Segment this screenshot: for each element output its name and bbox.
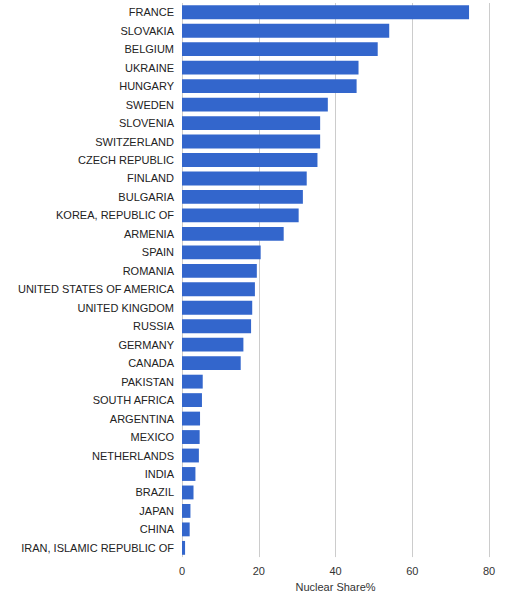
svg-text:BULGARIA: BULGARIA [118,191,174,203]
svg-text:SWEDEN: SWEDEN [126,99,174,111]
svg-text:ARMENIA: ARMENIA [124,228,175,240]
svg-text:UNITED KINGDOM: UNITED KINGDOM [77,302,174,314]
svg-text:JAPAN: JAPAN [139,505,174,517]
svg-text:BELGIUM: BELGIUM [124,43,174,55]
svg-text:GERMANY: GERMANY [118,339,174,351]
svg-text:KOREA, REPUBLIC OF: KOREA, REPUBLIC OF [56,209,174,221]
svg-text:CANADA: CANADA [128,357,175,369]
svg-text:CZECH REPUBLIC: CZECH REPUBLIC [78,154,174,166]
svg-text:NETHERLANDS: NETHERLANDS [92,450,174,462]
svg-text:PAKISTAN: PAKISTAN [121,376,174,388]
svg-text:UKRAINE: UKRAINE [125,62,174,74]
svg-text:SPAIN: SPAIN [142,246,174,258]
svg-text:FRANCE: FRANCE [129,6,174,18]
svg-text:20: 20 [253,565,265,577]
svg-text:80: 80 [483,565,495,577]
svg-text:ARGENTINA: ARGENTINA [110,413,175,425]
svg-text:CHINA: CHINA [140,523,175,535]
svg-text:BRAZIL: BRAZIL [135,486,174,498]
svg-text:SLOVAKIA: SLOVAKIA [120,25,174,37]
svg-text:FINLAND: FINLAND [127,172,174,184]
svg-text:60: 60 [406,565,418,577]
svg-text:MEXICO: MEXICO [131,431,175,443]
svg-text:RUSSIA: RUSSIA [133,320,175,332]
svg-text:HUNGARY: HUNGARY [119,80,174,92]
svg-text:SLOVENIA: SLOVENIA [119,117,175,129]
svg-text:Nuclear Share%: Nuclear Share% [295,581,375,593]
svg-text:UNITED STATES OF AMERICA: UNITED STATES OF AMERICA [18,283,175,295]
svg-text:40: 40 [329,565,341,577]
svg-text:INDIA: INDIA [145,468,175,480]
svg-text:SOUTH AFRICA: SOUTH AFRICA [93,394,175,406]
svg-text:0: 0 [179,565,185,577]
svg-text:SWITZERLAND: SWITZERLAND [95,136,174,148]
svg-text:ROMANIA: ROMANIA [123,265,175,277]
svg-text:IRAN, ISLAMIC REPUBLIC OF: IRAN, ISLAMIC REPUBLIC OF [21,542,174,554]
